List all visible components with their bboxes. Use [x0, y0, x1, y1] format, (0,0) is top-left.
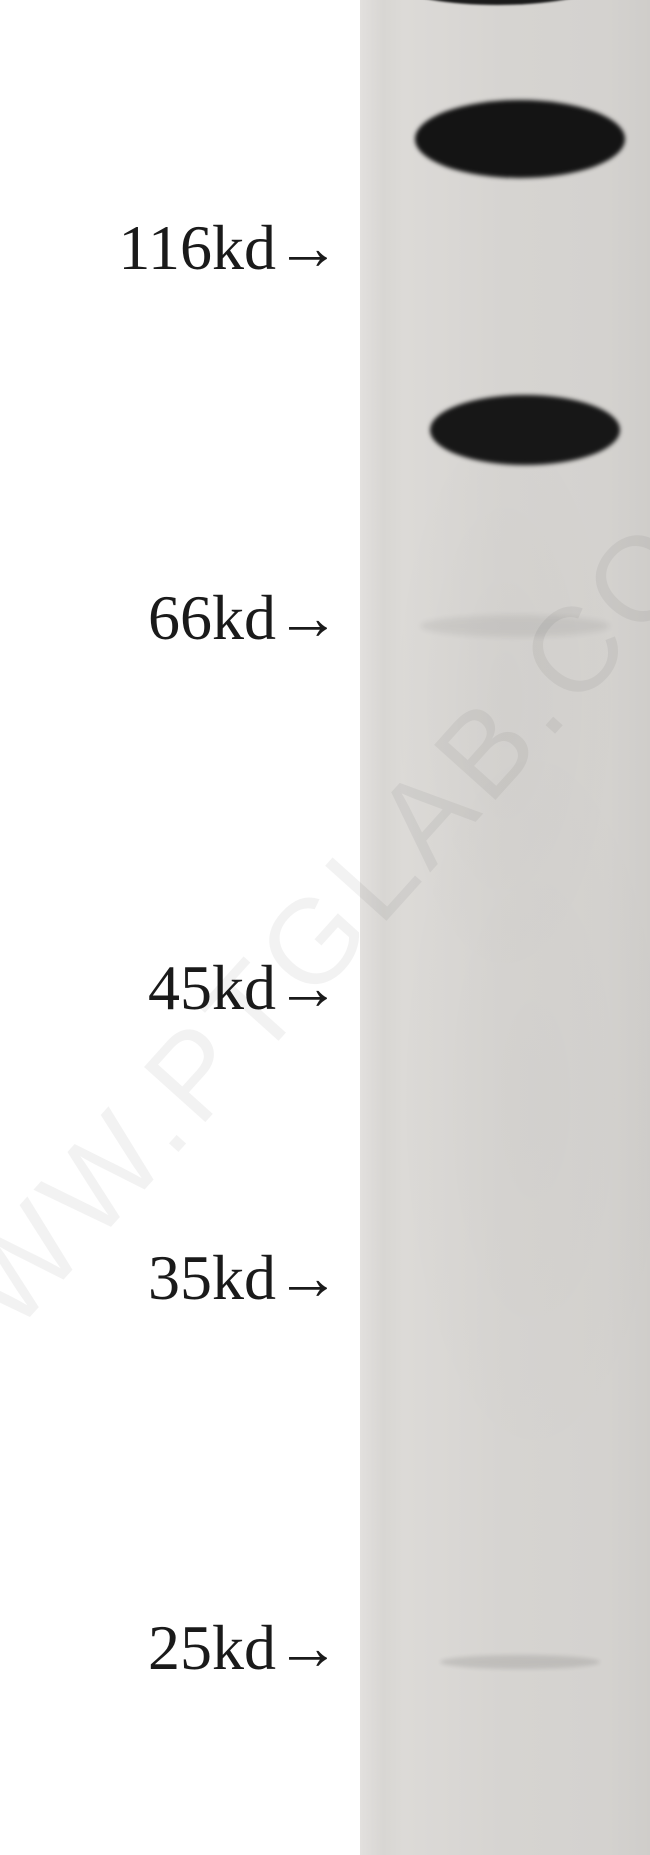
strong-band-upper: [415, 100, 625, 178]
mw-marker-value: 116kd: [118, 212, 276, 283]
blot-lane: [360, 0, 650, 1855]
mw-marker-label: 35kd→: [148, 1240, 340, 1315]
mw-marker-label: 45kd→: [148, 950, 340, 1025]
mw-marker-value: 45kd: [148, 952, 276, 1023]
arrow-right-icon: →: [276, 211, 340, 283]
mw-marker-label: 25kd→: [148, 1610, 340, 1685]
mw-marker-label: 66kd→: [148, 580, 340, 655]
faint-band-66: [420, 615, 610, 637]
mw-marker-label: 116kd→: [118, 210, 340, 285]
faint-band-25: [440, 1655, 600, 1669]
arrow-right-icon: →: [276, 951, 340, 1023]
arrow-right-icon: →: [276, 1611, 340, 1683]
top-edge-band: [405, 0, 590, 5]
arrow-right-icon: →: [276, 581, 340, 653]
blot-figure: WWW.PTGLAB.COM 116kd→66kd→45kd→35kd→25kd…: [0, 0, 650, 1855]
arrow-right-icon: →: [276, 1241, 340, 1313]
mw-marker-value: 25kd: [148, 1612, 276, 1683]
mw-marker-value: 66kd: [148, 582, 276, 653]
strong-band-mid: [430, 395, 620, 465]
mw-marker-value: 35kd: [148, 1242, 276, 1313]
